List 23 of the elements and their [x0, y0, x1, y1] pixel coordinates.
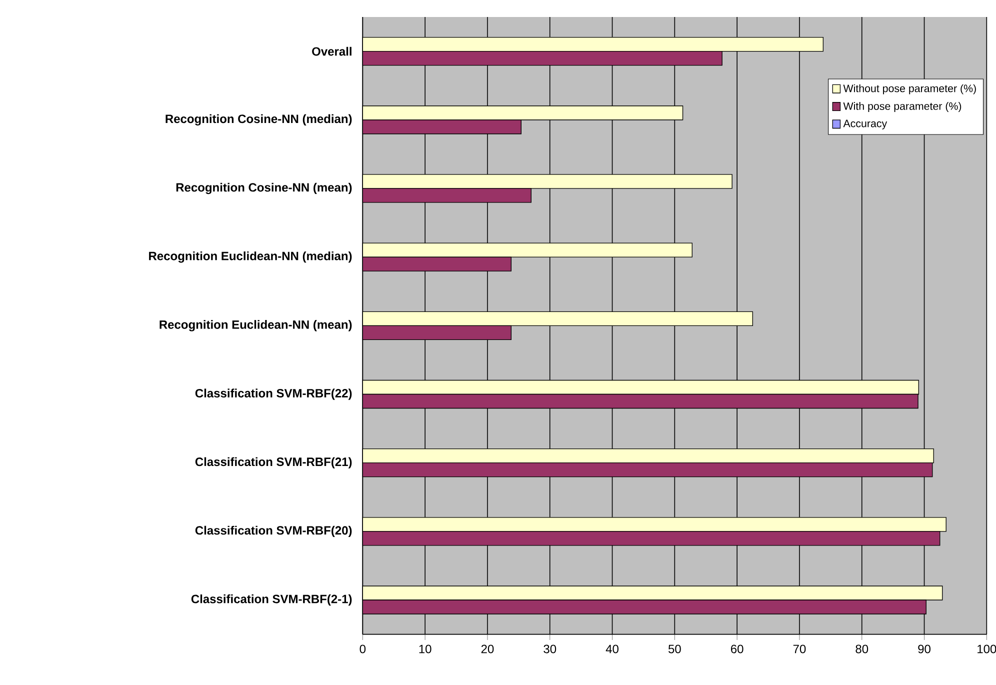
x-tick-label: 30 [544, 644, 556, 654]
x-tick-label: 20 [481, 644, 494, 654]
y-tick-label: Recognition Euclidean-NN (mean) [160, 320, 352, 332]
y-tick-label: Recognition Cosine-NN (mean) [176, 182, 352, 194]
y-tick-label: Recognition Euclidean-NN (median) [149, 251, 352, 263]
y-tick-label: Classification SVM-RBF(21) [195, 457, 352, 468]
y-tick-label: Overall [312, 46, 352, 56]
legend-label: With pose parameter (%) [843, 102, 962, 112]
y-tick-label: Classification SVM-RBF(2-1) [191, 594, 352, 606]
y-tick-label: Classification SVM-RBF(20) [195, 526, 352, 538]
x-tick-label: 80 [856, 644, 868, 654]
x-tick-label: 40 [606, 644, 618, 654]
legend-label: Accuracy [843, 120, 888, 130]
x-tick-label: 60 [731, 644, 744, 654]
y-tick-label: Recognition Cosine-NN (median) [166, 114, 352, 126]
y-tick-label: Classification SVM-RBF(22) [195, 388, 352, 400]
x-tick-label: 50 [668, 644, 681, 654]
x-tick-label: 0 [360, 644, 366, 654]
x-tick-label: 70 [793, 644, 806, 654]
x-tick-label: 100 [978, 644, 996, 654]
x-tick-label: 90 [918, 644, 930, 654]
x-tick-label: 10 [419, 644, 432, 654]
legend-label: Without pose parameter (%) [843, 84, 976, 94]
